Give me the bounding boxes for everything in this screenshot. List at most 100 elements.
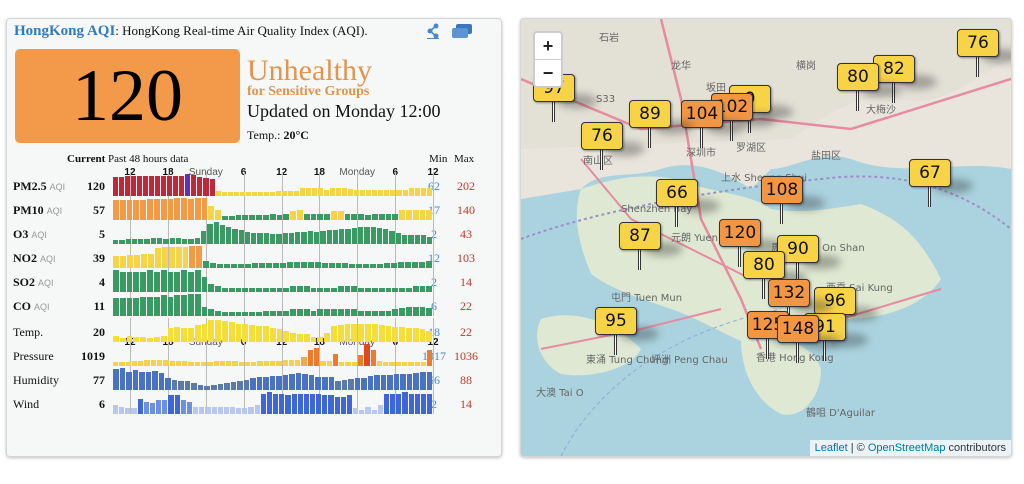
marker-value[interactable]: 148 — [777, 315, 819, 343]
bar — [337, 210, 344, 220]
marker-value[interactable]: 80 — [837, 63, 879, 91]
bar — [269, 327, 276, 342]
updated-time: Updated on Monday 12:00 — [247, 101, 441, 121]
bar — [302, 373, 308, 390]
bar — [144, 359, 150, 366]
row-name: Humidity — [13, 373, 60, 387]
marker-value[interactable]: 80 — [743, 251, 785, 279]
bar — [140, 271, 147, 292]
grid-line — [129, 390, 131, 414]
row-name: PM2.5 — [13, 179, 47, 193]
grid-line — [433, 292, 434, 316]
bar — [201, 198, 208, 220]
bar — [143, 401, 149, 414]
bar — [283, 310, 290, 316]
bar — [215, 310, 221, 316]
bar — [290, 309, 296, 316]
marker-value[interactable]: 76 — [581, 122, 623, 150]
marker-value[interactable]: 89 — [629, 100, 671, 128]
bar — [307, 231, 313, 244]
bar — [269, 288, 276, 292]
bar — [119, 240, 125, 244]
aqi-tag: AQI — [49, 182, 66, 192]
bar — [288, 232, 295, 244]
marker-value[interactable]: 132 — [768, 279, 810, 307]
bar — [256, 312, 262, 316]
bar — [126, 335, 133, 342]
bar — [223, 406, 229, 414]
bar — [194, 294, 201, 316]
bar — [113, 405, 119, 414]
bar — [322, 395, 328, 414]
share-icon[interactable] — [425, 23, 441, 39]
bar — [217, 406, 223, 414]
bar — [259, 263, 265, 268]
marker-value[interactable]: 104 — [681, 100, 723, 128]
marker-pole — [638, 248, 641, 270]
data-row-pm25: PM2.5 AQI 120 62 202 — [7, 172, 501, 200]
max-value: 140 — [457, 203, 475, 217]
bar — [133, 199, 140, 220]
grid-line — [281, 220, 283, 244]
zoom-in-button[interactable]: + — [542, 36, 554, 56]
bar — [317, 309, 324, 316]
bar — [222, 321, 228, 342]
grid-line — [281, 196, 283, 220]
marker-value[interactable]: 96 — [814, 287, 856, 315]
bar — [289, 373, 295, 390]
bar — [184, 381, 191, 390]
bar — [119, 176, 125, 196]
brand-link[interactable]: HongKong AQI — [14, 23, 116, 39]
bar — [137, 176, 143, 196]
data-row-pressure: Pressure 1019 1017 1036 — [7, 342, 501, 370]
bar — [144, 238, 150, 244]
marker-value[interactable]: 108 — [761, 176, 803, 204]
marker-value[interactable]: 120 — [719, 219, 761, 247]
bar — [215, 286, 221, 292]
bar — [270, 360, 276, 366]
bar — [228, 288, 235, 292]
bar — [211, 406, 217, 414]
bar — [174, 271, 181, 292]
bar — [276, 329, 283, 342]
bar — [378, 288, 385, 292]
grid-line — [433, 196, 434, 220]
bar — [324, 190, 330, 196]
bar — [412, 286, 419, 292]
marker-pole — [796, 341, 799, 363]
bar — [233, 191, 239, 196]
bar — [140, 199, 147, 220]
bar — [262, 310, 269, 316]
grid-line — [433, 244, 434, 268]
bar — [326, 230, 332, 244]
bar — [273, 393, 279, 414]
bar — [266, 392, 273, 414]
grid-line — [243, 390, 245, 414]
bar — [171, 380, 178, 390]
grid-line — [395, 342, 397, 366]
leaflet-link[interactable]: Leaflet — [814, 442, 848, 454]
bar — [131, 408, 137, 414]
sparkline-bars — [113, 174, 433, 196]
marker-value[interactable]: 66 — [656, 179, 698, 207]
marker-value[interactable]: 87 — [619, 222, 661, 250]
bar — [238, 230, 244, 244]
bar — [396, 189, 402, 196]
bar — [113, 199, 119, 220]
bar — [316, 393, 322, 414]
bar — [126, 297, 133, 316]
bar — [301, 356, 307, 366]
grid-line — [319, 292, 321, 316]
osm-link[interactable]: OpenStreetMap — [867, 442, 946, 454]
marker-value[interactable]: 95 — [595, 307, 637, 335]
grid-line — [243, 244, 245, 268]
cards-icon[interactable] — [451, 23, 473, 39]
bar — [337, 325, 344, 342]
marker-value[interactable]: 67 — [909, 159, 951, 187]
marker-value[interactable]: 82 — [873, 55, 915, 83]
zoom-out-button[interactable]: − — [535, 59, 561, 86]
bar — [395, 362, 401, 366]
bar — [174, 327, 181, 342]
marker-value[interactable]: 76 — [957, 29, 999, 57]
